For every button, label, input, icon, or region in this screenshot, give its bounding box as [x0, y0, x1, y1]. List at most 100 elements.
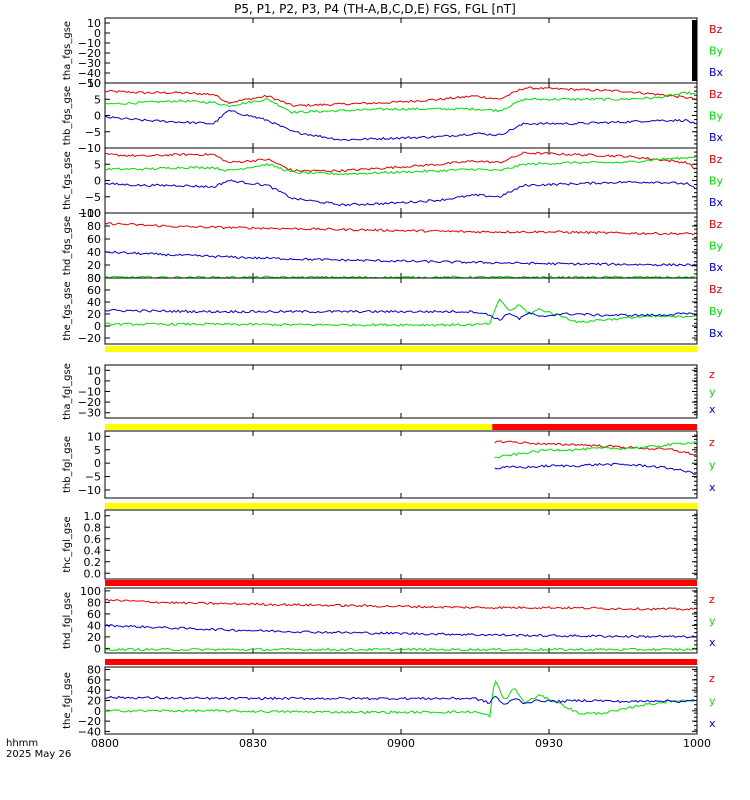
x-tick-label: 1000 — [683, 737, 711, 750]
y-tick-label: −10 — [78, 37, 101, 50]
y-tick-label: −5 — [85, 191, 101, 204]
data-availability-bar — [105, 503, 697, 509]
y-tick-label: −10 — [78, 207, 101, 220]
y-tick-label: −30 — [78, 57, 101, 70]
legend-label: By — [709, 110, 724, 123]
y-tick-label: 10 — [87, 364, 101, 377]
y-tick-label: 0.0 — [84, 567, 102, 580]
x-tick-label: 0900 — [387, 737, 415, 750]
y-tick-label: 10 — [87, 17, 101, 30]
panel-frame — [104, 17, 698, 84]
legend-label: y — [709, 695, 716, 708]
legend-label: y — [709, 459, 716, 472]
panel-ylabel: thb_fgs_gse — [62, 86, 73, 145]
y-tick-label: 0 — [94, 272, 101, 285]
y-tick-label: 100 — [80, 585, 101, 598]
y-tick-label: −40 — [78, 67, 101, 80]
panel-ylabel: the_fgl_gse — [62, 672, 73, 729]
legend-label: y — [709, 386, 716, 399]
y-tick-label: −30 — [78, 407, 101, 420]
y-tick-label: 40 — [87, 619, 101, 632]
panel-ylabel: thb_fgl_gse — [62, 436, 73, 493]
legend-label: x — [709, 481, 716, 494]
panel-ylabel: thd_fgs_gse — [62, 216, 73, 275]
y-tick-label: −50 — [78, 77, 101, 90]
date-label: 2025 May 26 — [6, 749, 72, 760]
legend-label: z — [709, 436, 715, 449]
legend-label: y — [709, 615, 716, 628]
panel-frame — [104, 364, 698, 419]
y-tick-label: 20 — [87, 631, 101, 644]
y-tick-label: 80 — [87, 272, 101, 285]
panel-frame — [104, 587, 698, 654]
series-line-x — [104, 109, 696, 141]
legend-label: x — [709, 636, 716, 649]
panel-ylabel: tha_fgs_gse — [62, 21, 73, 80]
panel-frame — [104, 212, 698, 279]
y-tick-label: 20 — [87, 259, 101, 272]
y-tick-label: −20 — [78, 332, 101, 345]
y-tick-label: 20 — [87, 308, 101, 321]
y-tick-label: 40 — [87, 296, 101, 309]
y-tick-label: −20 — [78, 396, 101, 409]
legend-label: Bx — [709, 196, 724, 209]
y-tick-label: 0 — [94, 175, 101, 188]
y-tick-label: 10 — [87, 77, 101, 90]
series-line-y — [104, 156, 696, 176]
plot-title: P5, P1, P2, P3, P4 (TH-A,B,C,D,E) FGS, F… — [234, 2, 516, 16]
legend-label: Bz — [709, 283, 723, 296]
y-tick-label: −10 — [78, 386, 101, 399]
series-line-z — [104, 151, 696, 173]
tick-bar — [692, 20, 697, 81]
y-tick-label: 10 — [87, 430, 101, 443]
y-tick-label: 0 — [94, 110, 101, 123]
data-availability-bar — [492, 424, 697, 430]
y-tick-label: 0 — [94, 375, 101, 388]
x-tick-label: 0800 — [91, 737, 119, 750]
legend-label: Bx — [709, 261, 724, 274]
y-tick-label: 80 — [87, 220, 101, 233]
y-tick-label: 0.8 — [84, 521, 102, 534]
legend-label: Bx — [709, 327, 724, 340]
y-tick-label: 80 — [87, 664, 101, 677]
legend-label: Bz — [709, 153, 723, 166]
legend-label: Bz — [709, 218, 723, 231]
y-tick-label: 0 — [94, 457, 101, 470]
y-tick-label: 60 — [87, 233, 101, 246]
y-tick-label: 40 — [87, 246, 101, 259]
y-tick-label: 5 — [94, 444, 101, 457]
y-tick-label: 80 — [87, 596, 101, 609]
series-line-y — [104, 298, 696, 327]
y-tick-label: −5 — [85, 471, 101, 484]
panel-frame — [104, 147, 698, 214]
data-availability-bar — [105, 346, 697, 352]
legend-label: z — [709, 593, 715, 606]
data-availability-bar — [105, 580, 697, 586]
y-tick-label: 0 — [94, 642, 101, 655]
legend-label: Bz — [709, 23, 723, 36]
series-line-y — [104, 680, 696, 719]
y-tick-label: 60 — [87, 284, 101, 297]
y-tick-label: 40 — [87, 684, 101, 697]
time-axis-label: hhmm — [6, 738, 39, 749]
panel-ylabel: thc_fgl_gse — [62, 516, 73, 572]
series-line-z — [104, 86, 696, 107]
data-availability-bar — [105, 424, 493, 430]
y-tick-label: 20 — [87, 695, 101, 708]
series-line-x — [104, 309, 696, 321]
legend-label: z — [709, 368, 715, 381]
y-tick-label: 0 — [94, 705, 101, 718]
y-tick-label: −40 — [78, 725, 101, 738]
panel-ylabel: the_fgs_gse — [62, 281, 73, 340]
y-tick-label: 1.0 — [84, 510, 102, 523]
panel-frame — [104, 509, 698, 580]
y-tick-label: −20 — [78, 715, 101, 728]
series-line-z — [494, 440, 697, 456]
series-line-y — [104, 647, 696, 652]
series-line-x — [104, 250, 696, 267]
panel-ylabel: thd_fgl_gse — [62, 592, 73, 649]
y-tick-label: 60 — [87, 674, 101, 687]
legend-label: Bx — [709, 66, 724, 79]
x-tick-label: 0830 — [239, 737, 267, 750]
